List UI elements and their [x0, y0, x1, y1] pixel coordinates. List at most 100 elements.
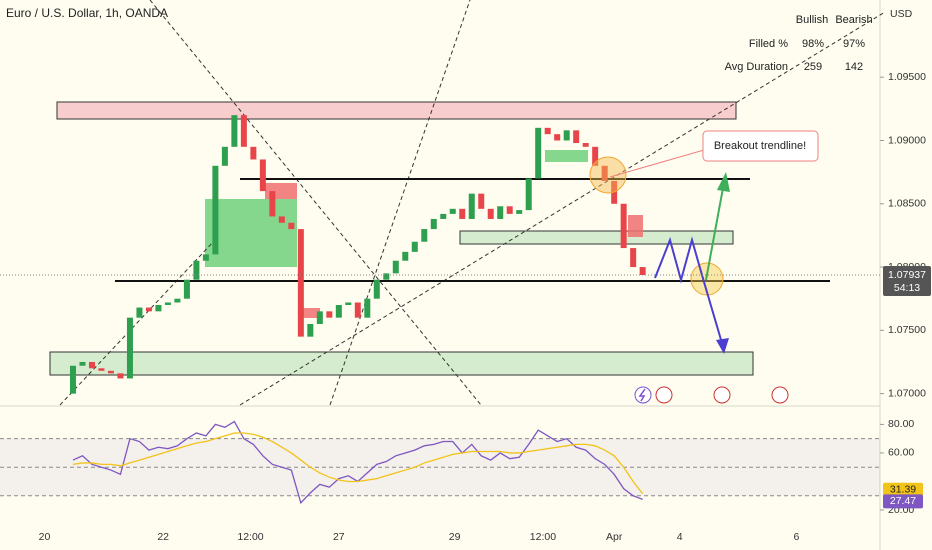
candle-body: [411, 241, 418, 252]
candle-body: [326, 311, 333, 318]
candle-body: [155, 305, 162, 312]
x-tick-label: Apr: [606, 531, 623, 543]
candle-body: [639, 267, 646, 276]
arrow-head: [717, 172, 730, 192]
candle-body: [620, 203, 627, 249]
projection-path: [705, 187, 724, 281]
stats-value: 259: [804, 61, 822, 73]
candle-body: [79, 361, 86, 366]
candle-body: [183, 279, 190, 299]
candle-body: [601, 165, 608, 181]
candle-body: [554, 134, 561, 141]
y-tick-label: 20.00: [888, 504, 914, 516]
candle-body: [468, 193, 475, 219]
axis-unit: USD: [890, 8, 913, 20]
candle-body: [592, 146, 599, 166]
candle-body: [459, 208, 466, 219]
candle-body: [98, 368, 105, 371]
candle-body: [449, 208, 456, 214]
candle-body: [506, 206, 513, 214]
stats-value: 98%: [802, 38, 824, 50]
candle-body: [430, 218, 437, 230]
trendline: [149, 0, 482, 406]
x-tick-label: 27: [333, 531, 345, 543]
candle-body: [354, 302, 361, 318]
value-label-box: [883, 482, 923, 497]
candle-body: [364, 298, 371, 318]
y-tick-label: 1.07000: [888, 387, 926, 399]
y-tick-label: 80.00: [888, 418, 914, 430]
callout-box: [702, 130, 819, 162]
event-icon[interactable]: [655, 386, 673, 404]
candle-body: [193, 260, 200, 280]
rsi-band: [0, 438, 880, 496]
candle-body: [392, 260, 399, 274]
x-tick-label: 4: [677, 531, 683, 543]
x-tick-label: 12:00: [237, 531, 263, 543]
event-icon[interactable]: [634, 386, 652, 404]
candle-body: [440, 213, 447, 219]
candle-body: [278, 216, 285, 223]
y-tick-label: 1.09500: [888, 71, 926, 83]
y-tick-label: 1.07500: [888, 324, 926, 336]
countdown-label: 54:13: [894, 282, 920, 294]
candle-body: [231, 115, 238, 147]
trendline: [59, 239, 216, 406]
projection-path: [654, 236, 725, 351]
candle-body: [402, 251, 409, 261]
candle-body: [421, 229, 428, 242]
candle-body: [88, 361, 95, 369]
candle-body: [516, 210, 523, 214]
supply-zone: [56, 101, 737, 120]
x-tick-label: 12:00: [530, 531, 556, 543]
value-label: 27.47: [890, 495, 916, 507]
candle-body: [69, 365, 76, 394]
chart-title: Euro / U.S. Dollar, 1h, OANDA: [6, 6, 168, 20]
y-tick-label: 1.09000: [888, 134, 926, 146]
callout-line: [609, 149, 705, 178]
candle-body: [335, 305, 342, 318]
last-price-label: 1.07937: [888, 269, 926, 281]
stats-label: Avg Duration: [725, 61, 788, 73]
event-icon[interactable]: [771, 386, 789, 404]
candle-body: [573, 130, 580, 144]
value-label: 31.39: [890, 484, 916, 496]
stats-label: Filled %: [749, 38, 788, 50]
order-block: [545, 150, 588, 162]
candle-body: [478, 193, 485, 209]
candle-body: [126, 317, 133, 379]
order-block: [205, 199, 297, 267]
candle-body: [563, 130, 570, 141]
candle-body: [174, 298, 181, 303]
candle-body: [259, 159, 266, 192]
candle-body: [269, 191, 276, 217]
stats-value: 142: [845, 61, 863, 73]
rsi-line: [72, 432, 644, 495]
stats-header: Bearish: [835, 14, 872, 26]
stats-header: Bullish: [796, 14, 828, 26]
x-tick-label: 20: [39, 531, 51, 543]
event-icon: [638, 388, 646, 402]
x-tick-label: 29: [449, 531, 461, 543]
candle-body: [373, 279, 380, 299]
candle-body: [383, 273, 390, 280]
stats-value: 97%: [843, 38, 865, 50]
callout-text: Breakout trendline!: [714, 140, 806, 152]
candle-body: [544, 127, 551, 135]
candle-body: [221, 146, 228, 166]
y-tick-label: 60.00: [888, 447, 914, 459]
event-icon[interactable]: [713, 386, 731, 404]
candle-body: [117, 373, 124, 379]
overlay: Breakout trendline!: [589, 130, 819, 404]
demand-zone: [49, 351, 754, 376]
candle-body: [145, 307, 152, 312]
highlight-circle: [589, 156, 627, 194]
candle-body: [525, 178, 532, 211]
order-block: [628, 215, 643, 237]
x-tick-label: 6: [794, 531, 800, 543]
candle-body: [250, 146, 257, 160]
candle-body: [487, 208, 494, 219]
demand-zone: [459, 230, 734, 245]
candle-body: [345, 302, 352, 306]
